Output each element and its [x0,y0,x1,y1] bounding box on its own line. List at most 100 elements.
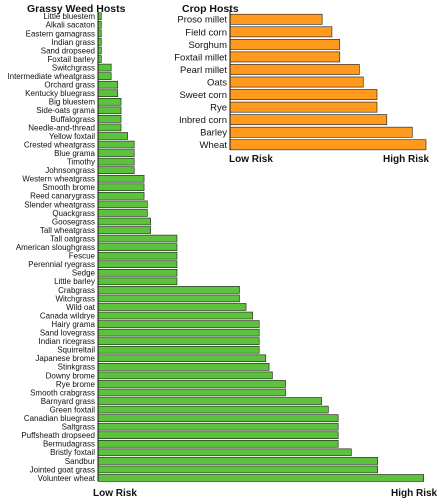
category-label: Tall wheatgrass [40,226,95,235]
category-label: Volunteer wheat [38,474,96,483]
category-label: Smooth brome [43,183,96,192]
category-label: Alkali sacaton [46,21,95,30]
bar-stinkgrass [97,363,270,371]
bar-bermudagrass [97,439,339,448]
category-label: Stinkgrass [58,363,95,372]
bar-switchgrass [97,63,112,72]
category-label: Intermediate wheatgrass [7,72,95,81]
bar-quackgrass [97,209,148,217]
bar-goosegrass [97,217,151,226]
bar-puffsheath-dropseed [97,431,339,439]
bar-johnsongrass [97,166,135,174]
category-label: Crested wheatgrass [24,140,95,149]
category-label: Field corn [185,27,227,38]
category-label: Side-oats grama [36,106,95,115]
category-label: Proso millet [177,15,227,26]
category-label: Sand lovegrass [40,329,95,338]
category-label: Rye [210,103,227,114]
category-label: Goosegrass [52,217,95,226]
crop-high-risk-label: High Risk [383,154,430,165]
bar-wild-oat [97,303,247,311]
bar-sorghum [229,38,341,50]
bar-side-oats-grama [97,106,122,115]
bar-inbred-corn [229,114,388,126]
bar-field-corn [229,26,333,38]
bar-squirreltail [97,345,260,354]
bar-sand-lovegrass [97,328,260,337]
category-label: Wheat [200,140,228,151]
category-label: Timothy [67,158,95,167]
category-label: Eastern gamagrass [26,29,95,38]
bar-japanese-brome [97,354,267,363]
bar-rye [229,101,378,113]
bar-sandbur [97,457,378,465]
category-label: Downy brome [46,371,96,380]
bar-smooth-crabgrass [97,388,286,397]
bar-canadian-bluegrass [97,414,339,422]
category-label: Barley [200,128,227,139]
bar-tall-oatgrass [97,234,178,243]
category-label: Green foxtail [50,405,96,414]
bar-timothy [97,157,135,166]
category-label: Johnsongrass [45,166,95,175]
bar-slender-wheatgrass [97,200,148,209]
bar-bristly-foxtail [97,448,352,457]
weed-chart-title: Grassy Weed Hosts [27,3,126,15]
category-label: Slender wheatgrass [24,200,95,209]
bar-volunteer-wheat [97,474,425,482]
bar-crabgrass [97,286,240,294]
category-label: Indian ricegrass [39,337,95,346]
category-label: Big bluestem [49,98,96,107]
category-label: Inbred corn [179,115,227,126]
bar-smooth-brome [97,183,145,192]
category-label: Sand dropseed [41,46,95,55]
category-label: Squirreltail [57,346,95,355]
category-label: Sandbur [65,457,96,466]
category-label: Orchard grass [44,81,95,90]
bar-intermediate-wheatgrass [97,72,112,80]
bar-pearl-millet [229,64,360,75]
bar-kentucky-bluegrass [97,89,119,97]
bar-green-foxtail [97,405,329,414]
bar-blue-grama [97,149,135,157]
category-label: Tall oatgrass [50,234,95,243]
category-label: Reed canarygrass [30,192,95,201]
category-label: Sorghum [188,40,227,51]
bar-proso-millet [229,13,323,25]
bar-indian-ricegrass [97,337,260,345]
category-label: Kentucky bluegrass [25,89,95,98]
category-label: Quackgrass [52,209,95,218]
bar-orchard-grass [97,80,119,89]
category-label: Canada wildrye [40,311,96,320]
crop-chart-title: Crop Hosts [182,3,239,15]
category-label: Saltgrass [62,423,95,432]
bar-sweet-corn [229,89,378,100]
bar-hairy-grama [97,320,260,328]
weed-high-risk-label: High Risk [391,488,438,499]
bar-american-sloughgrass [97,243,178,251]
category-label: Switchgrass [52,63,95,72]
category-label: Bristly foxtail [50,448,95,457]
category-label: Blue grama [54,149,95,158]
bar-perennial-ryegrass [97,260,178,268]
crop-low-risk-label: Low Risk [229,154,273,165]
bar-barnyard-grass [97,397,323,405]
category-label: Crabgrass [58,286,95,295]
bar-barley [229,126,413,138]
bar-western-wheatgrass [97,174,145,183]
category-label: Yellow foxtail [49,132,95,141]
bar-oats [229,76,364,88]
bar-rye-brome [97,380,286,388]
bar-little-barley [97,277,178,286]
bar-yellow-foxtail [97,132,128,140]
bar-canada-wildrye [97,311,253,320]
category-label: Oats [207,77,227,88]
category-label: Little bluestem [43,12,95,21]
category-label: Witchgrass [55,294,95,303]
category-label: Foxtail millet [174,52,227,63]
bar-jointed-goat-grass [97,465,378,474]
category-label: Canadian bluegrass [24,414,95,423]
bar-crested-wheatgrass [97,140,135,149]
category-label: Perennial ryegrass [28,260,95,269]
